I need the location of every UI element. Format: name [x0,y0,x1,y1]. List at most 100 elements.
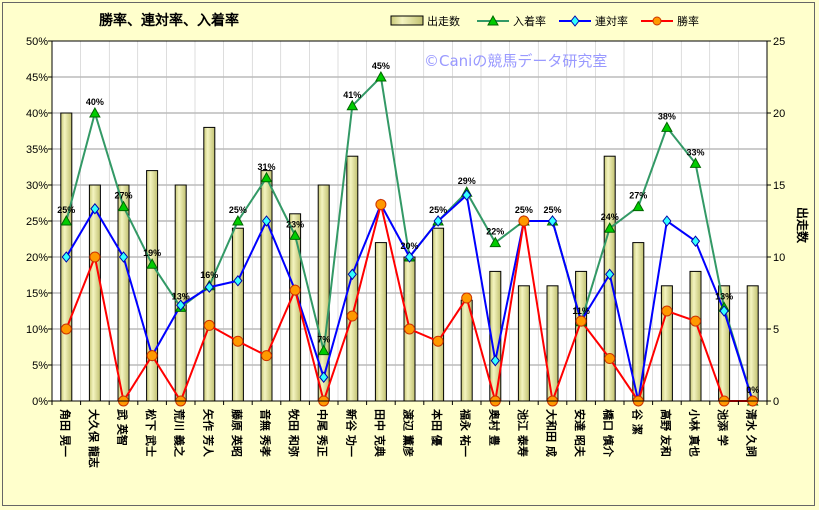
axes-group [48,40,771,405]
right-tick-label: 10 [773,252,785,264]
bar [517,285,530,402]
bar [260,170,273,402]
point [689,157,702,168]
legend-swatch [390,15,424,26]
right-axis-ticks: 0 5 10 15 20 25 [773,36,785,408]
data-label: 13% [715,291,733,301]
data-label: 7% [317,335,330,345]
category-label: 小林 真也 [688,408,702,457]
point [375,70,387,82]
category-label: 谷 潔 [630,409,644,435]
right-tick-label: 25 [773,36,785,48]
bar [203,126,216,402]
category-label: 渡辺 薫彦 [402,409,416,457]
bar [575,270,588,402]
point [719,305,729,317]
category-label: 奥村 豊 [487,408,501,446]
data-label: 31% [257,162,275,172]
point [462,189,472,201]
data-label: 13% [172,291,190,301]
category-label: 清水 久詞 [745,409,759,457]
category-label: 橋口 慎介 [602,409,616,458]
left-tick-label: 45% [26,72,48,84]
bar [231,227,244,402]
bar [746,285,759,402]
left-tick-label: 0% [32,396,48,408]
data-label: 25% [543,205,561,215]
data-label: 25% [229,205,247,215]
point [117,200,130,212]
left-tick-label: 50% [26,36,48,48]
point [375,198,387,210]
category-label: 武 英智 [116,409,130,446]
point [232,214,244,226]
point [346,310,358,322]
category-label: 福永 祐一 [459,408,473,457]
point [433,215,443,227]
point [346,99,359,111]
point [233,274,243,287]
left-tick-label: 5% [32,360,48,372]
data-label: 40% [86,97,104,107]
point [146,258,158,269]
point [604,353,616,365]
category-label: 矢作 芳人 [201,409,215,458]
point [61,251,71,263]
category-label: 池添 学 [716,409,730,446]
bar [432,227,445,402]
legend-label: 連対率 [595,14,628,28]
category-label: 大久保 龍志 [87,409,101,468]
point [603,222,616,233]
bar [374,242,387,402]
point [632,200,645,212]
point [89,251,101,263]
chart-svg: 25% 40% 27% 19% 13% 16% 25% 31% 23% 7% 41% 45% 20% 25… [26,12,810,468]
data-label: 22% [486,227,504,237]
left-tick-label: 20% [26,252,48,264]
category-label: 安達 昭夫 [573,409,587,458]
data-label: 25% [515,205,533,215]
category-label: 池江 泰寿 [516,409,530,457]
point [89,106,101,118]
category-label: 音無 秀孝 [259,409,273,457]
data-label: 27% [629,191,647,201]
left-tick-label: 35% [26,144,48,156]
right-axis-label: 出走数 [795,207,810,244]
point [90,202,100,215]
right-tick-label: 15 [773,180,785,192]
right-tick-label: 20 [773,108,785,120]
point [489,236,502,248]
bar [689,270,702,402]
point [575,315,587,327]
data-label: 24% [601,212,619,222]
point [260,171,273,183]
point [347,268,357,281]
data-label: 25% [429,205,447,215]
point [204,281,214,294]
point [432,335,444,347]
data-label: 33% [686,147,704,157]
point [203,319,215,331]
category-label: 大和田 成 [545,409,559,457]
point [518,215,530,227]
left-axis-ticks: 0% 5% 10% 15% 20% 25% 30% 35% 40% 45% 50% [26,36,48,408]
point [317,344,330,356]
point [60,214,73,226]
category-label: 本田 優 [430,409,444,447]
watermark: ©Caniの競馬データ研究室 [424,52,607,70]
point [490,354,500,367]
point [661,121,673,132]
right-tick-label: 0 [773,396,779,408]
point [261,350,272,362]
category-label: 牧田 和弥 [287,409,301,457]
data-label: 27% [114,191,132,201]
data-label: 11% [572,306,590,316]
category-label: 角田 晃一 [58,409,72,457]
bar [117,184,130,402]
legend-marker [652,16,662,26]
point [404,323,415,335]
data-label: 38% [658,111,676,121]
data-label: 20% [400,241,418,251]
left-tick-label: 15% [26,288,48,300]
point [404,251,415,263]
